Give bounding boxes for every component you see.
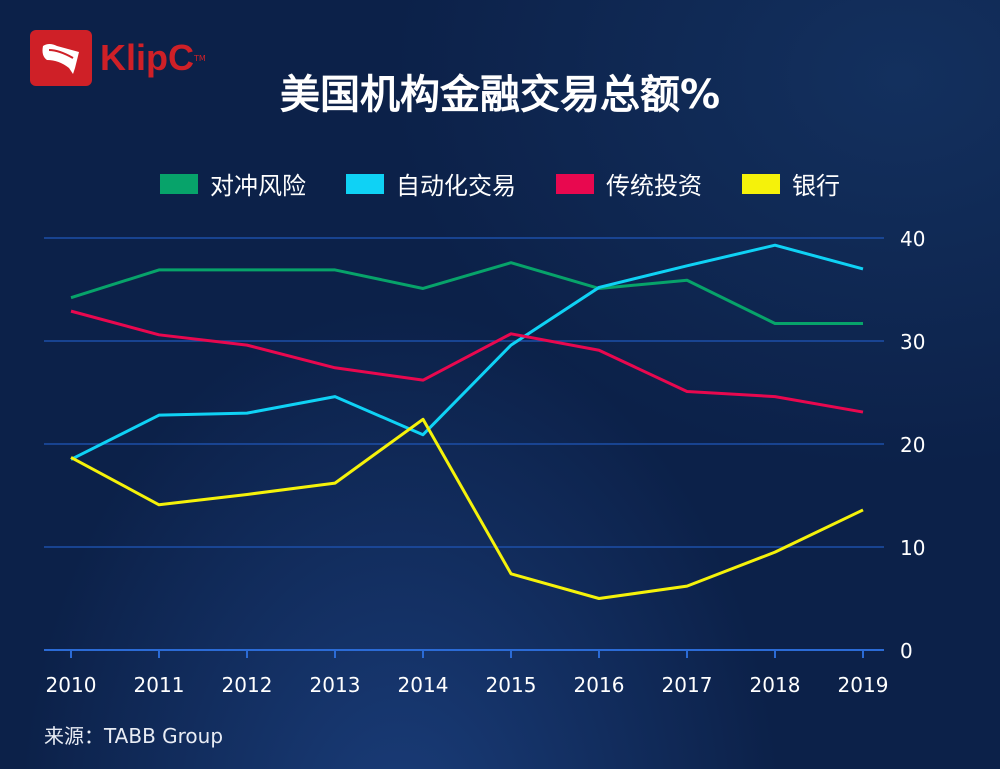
x-tick-label: 2010 [46, 673, 97, 697]
y-tick-label: 40 [900, 227, 925, 251]
chart-title: 美国机构金融交易总额% [279, 72, 721, 118]
klipc-logo: KlipC TM [30, 30, 206, 86]
legend-swatch [556, 173, 594, 194]
series-line-自动化交易 [70, 243, 864, 461]
logo-tm: TM [194, 53, 206, 63]
legend-label: 传统投资 [606, 172, 702, 200]
legend-swatch [160, 173, 198, 194]
logo-mark-icon [30, 30, 92, 86]
x-tick-label: 2016 [574, 673, 625, 697]
legend-label: 自动化交易 [396, 172, 516, 200]
legend-swatch [346, 173, 384, 194]
legend-swatch [742, 173, 780, 194]
x-tick-label: 2014 [398, 673, 449, 697]
legend-label: 银行 [792, 172, 840, 200]
legend-item: 自动化交易 [346, 166, 516, 201]
legend-item: 银行 [742, 166, 840, 201]
y-tick-label: 0 [900, 639, 913, 663]
legend-label: 对冲风险 [210, 172, 306, 200]
series-line-对冲风险 [70, 261, 863, 325]
legend: 对冲风险 自动化交易 传统投资 银行 [0, 166, 1000, 201]
x-tick-label: 2015 [486, 673, 537, 697]
x-tick-label: 2013 [310, 673, 361, 697]
y-tick-label: 30 [900, 330, 925, 354]
legend-item: 传统投资 [556, 166, 702, 201]
x-tick-label: 2011 [134, 673, 185, 697]
x-tick-label: 2012 [222, 673, 273, 697]
y-tick-label: 10 [900, 536, 925, 560]
source-note: 来源：TABB Group [44, 724, 224, 748]
logo-text: KlipC [100, 37, 194, 78]
legend-item: 对冲风险 [160, 166, 306, 201]
x-tick-label: 2018 [750, 673, 801, 697]
x-tick-label: 2019 [838, 673, 889, 697]
series-line-银行 [70, 417, 864, 600]
y-tick-label: 20 [900, 433, 925, 457]
x-tick-label: 2017 [662, 673, 713, 697]
series-line-传统投资 [70, 309, 864, 414]
